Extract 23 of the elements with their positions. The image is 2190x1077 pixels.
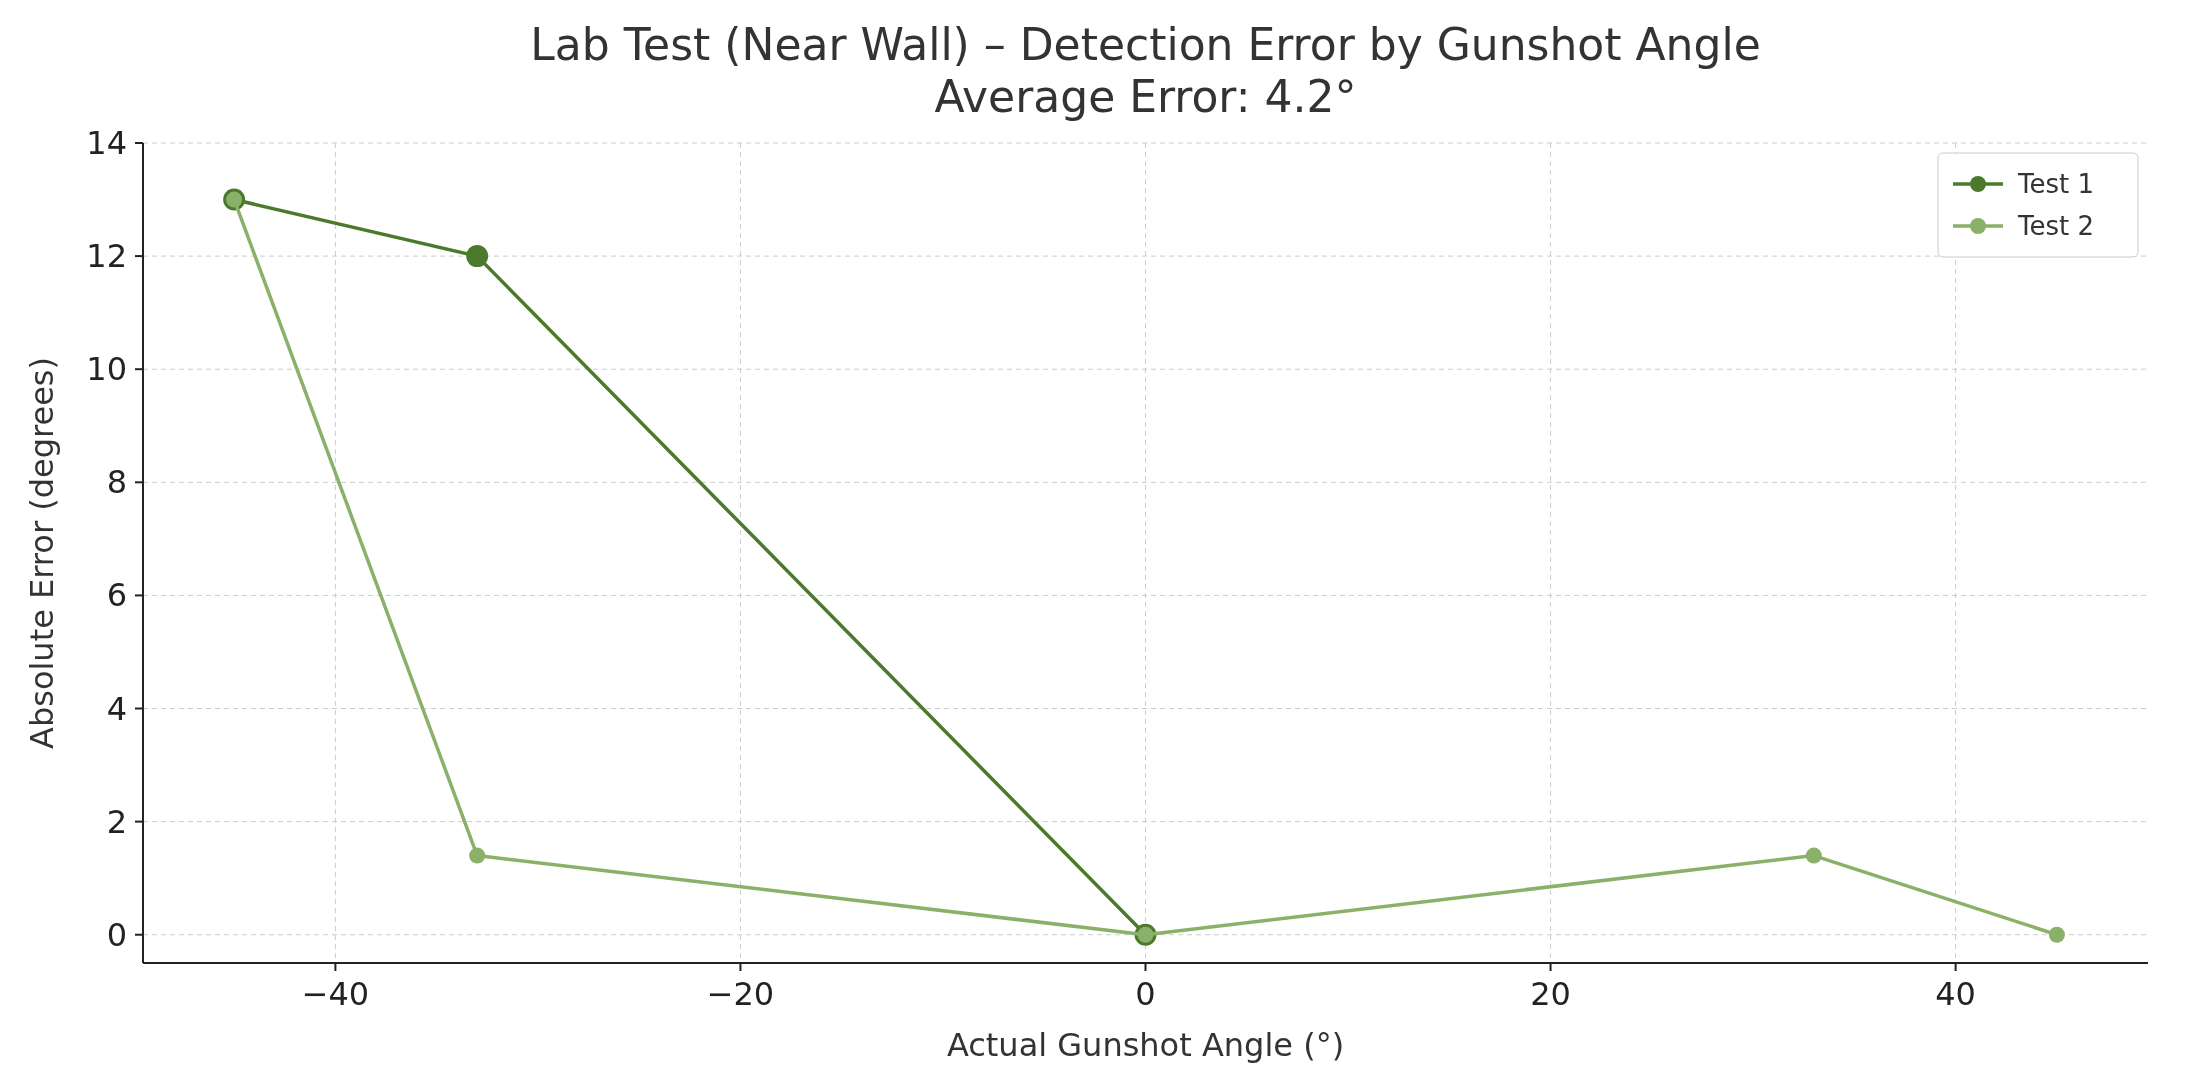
- y-tick-label: 4: [106, 689, 127, 728]
- point: [1805, 847, 1822, 864]
- x-tick-label: −20: [706, 975, 775, 1013]
- point: [469, 847, 486, 864]
- x-tick-label: 40: [1935, 975, 1976, 1013]
- y-tick-label: 10: [86, 350, 127, 389]
- y-tick-label: 14: [86, 124, 127, 162]
- y-axis-title: Absolute Error (degrees): [23, 357, 61, 749]
- chart-title: Lab Test (Near Wall) – Detection Error by Gunshot Angle: [530, 19, 1761, 70]
- x-tick-label: −40: [301, 975, 370, 1013]
- x-tick-label: 20: [1530, 975, 1571, 1013]
- chart-subtitle: Average Error: 4.2°: [934, 71, 1357, 122]
- point: [466, 245, 489, 268]
- y-tick-label: 8: [106, 463, 127, 502]
- legend-label: Test 1: [2017, 169, 2095, 199]
- point: [2048, 926, 2065, 943]
- y-tick-label: 0: [106, 915, 127, 954]
- y-tick-label: 2: [106, 802, 127, 841]
- y-tick-label: 12: [86, 237, 127, 276]
- y-tick-label: 6: [106, 576, 127, 615]
- x-axis-title: Actual Gunshot Angle (°): [946, 1026, 1345, 1064]
- x-tick-label: 0: [1135, 975, 1156, 1013]
- legend-label: Test 2: [2017, 211, 2095, 241]
